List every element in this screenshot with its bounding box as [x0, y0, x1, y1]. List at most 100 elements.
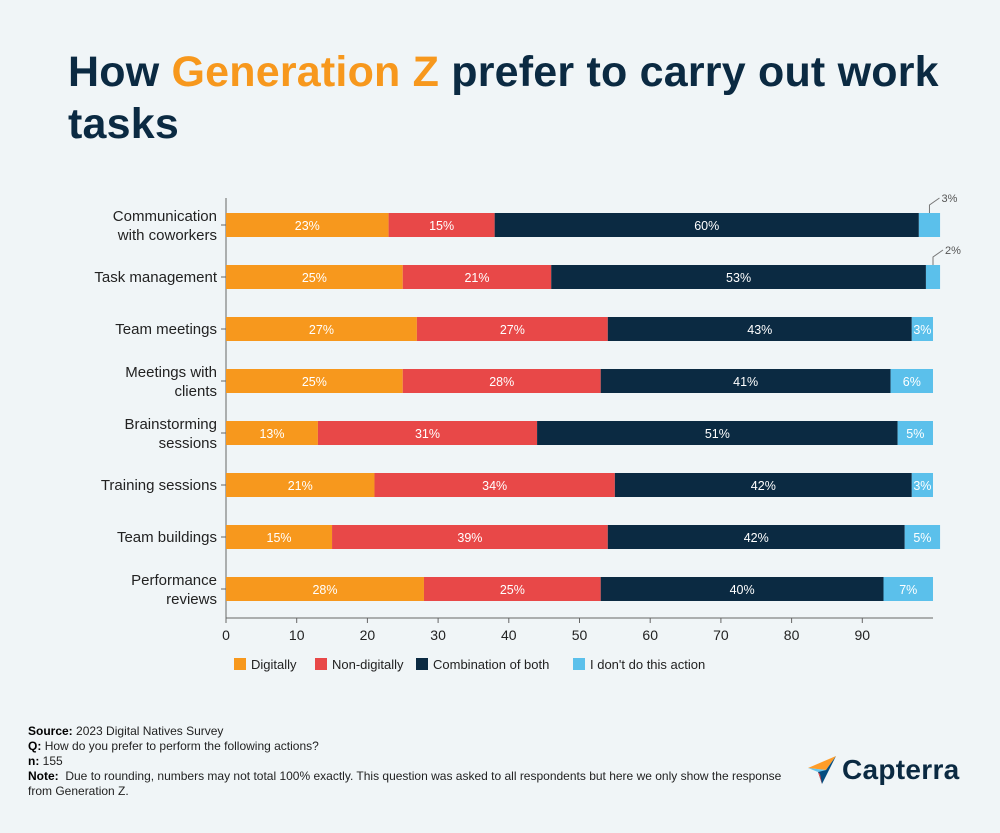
- bar-segment-digitally: [226, 525, 333, 549]
- category-label: Team meetings: [115, 321, 217, 338]
- bar-value-label: 27%: [500, 323, 525, 337]
- category-label-line: Performance: [131, 572, 217, 589]
- bar-segment-digitally: [226, 213, 389, 237]
- legend-swatch: [416, 658, 428, 670]
- category-label: Meetings with clients: [125, 364, 217, 400]
- bar-value-label: 13%: [259, 427, 284, 441]
- category-label-line: Task management: [94, 269, 217, 286]
- bar-segment-combination-of-both: [600, 577, 884, 601]
- title-suffix: prefer to carry out work tasks: [68, 48, 939, 148]
- x-tick-label: 80: [784, 627, 800, 643]
- title-prefix: How: [68, 48, 172, 96]
- legend-label: I don't do this action: [590, 657, 705, 672]
- bar-value-label: 28%: [489, 375, 514, 389]
- bar-segment-digitally: [226, 473, 375, 497]
- legend-label: Combination of both: [433, 657, 549, 672]
- x-tick-label: 0: [222, 627, 230, 643]
- category-label: Communication with coworkers: [113, 208, 217, 244]
- bar-segment-i-don-t-do-this-action: [897, 421, 933, 445]
- bar-segment-combination-of-both: [607, 525, 905, 549]
- bar-segment-non-digitally: [402, 265, 552, 289]
- legend-swatch: [234, 658, 246, 670]
- category-label-line: Communication: [113, 208, 217, 225]
- bar-value-label: 42%: [744, 531, 769, 545]
- bar-segment-digitally: [226, 577, 424, 601]
- bar-value-label: 31%: [415, 427, 440, 441]
- bar-segment-i-don-t-do-this-action: [925, 265, 941, 289]
- bar-value-label: 28%: [312, 583, 337, 597]
- bar-segment-i-don-t-do-this-action: [918, 213, 941, 237]
- bar-value-label: 25%: [302, 271, 327, 285]
- bar-value-callout: 3%: [941, 193, 957, 205]
- bar-value-label: 3%: [913, 323, 931, 337]
- bar-segment-digitally: [226, 317, 417, 341]
- note-label: Note:: [28, 769, 59, 783]
- bar-segment-non-digitally: [317, 421, 538, 445]
- bar-segment-combination-of-both: [537, 421, 898, 445]
- bar-value-label: 21%: [288, 479, 313, 493]
- x-tick-label: 10: [289, 627, 305, 643]
- bar-value-label: 41%: [733, 375, 758, 389]
- note-text: Due to rounding, numbers may not total 1…: [28, 769, 782, 798]
- category-label-line: reviews: [166, 591, 217, 608]
- category-label: Task management: [94, 269, 217, 286]
- category-label-line: Team buildings: [117, 529, 217, 546]
- bar-value-label: 15%: [429, 219, 454, 233]
- bar-value-label: 39%: [457, 531, 482, 545]
- sample-size-text: 155: [42, 754, 63, 768]
- sample-size-line: n: 155: [28, 754, 788, 769]
- x-tick-label: 70: [713, 627, 729, 643]
- bar-value-label: 6%: [903, 375, 921, 389]
- category-label-line: Meetings with: [125, 364, 217, 381]
- legend-swatch: [315, 658, 327, 670]
- category-label-line: Brainstorming: [124, 416, 217, 433]
- bar-value-label: 60%: [694, 219, 719, 233]
- bar-value-label: 40%: [730, 583, 755, 597]
- question-line: Q: How do you prefer to perform the foll…: [28, 739, 788, 754]
- bar-segment-digitally: [226, 421, 318, 445]
- bar-segment-non-digitally: [388, 213, 495, 237]
- legend-swatch: [573, 658, 585, 670]
- source-label: Source:: [28, 724, 73, 738]
- bar-segment-i-don-t-do-this-action: [911, 317, 933, 341]
- bar-segment-i-don-t-do-this-action: [911, 473, 933, 497]
- bar-segment-non-digitally: [374, 473, 615, 497]
- bar-segment-digitally: [226, 265, 403, 289]
- source-line: Source: 2023 Digital Natives Survey: [28, 724, 788, 739]
- capterra-logo: Capterra: [806, 752, 960, 788]
- category-label-line: Training sessions: [101, 477, 217, 494]
- logo-text: Capterra: [842, 754, 960, 785]
- bar-segment-i-don-t-do-this-action: [890, 369, 933, 393]
- category-label-line: sessions: [159, 435, 217, 452]
- chart-footer: Source: 2023 Digital Natives Survey Q: H…: [28, 724, 788, 799]
- bar-segment-combination-of-both: [551, 265, 926, 289]
- bar-value-label: 5%: [906, 427, 924, 441]
- callout-leader: [928, 197, 940, 213]
- stacked-bar-chart: 0 10 20 30 40 50 60 70 80 90 Communication with cow…: [94, 193, 961, 672]
- callout-leader: [932, 249, 944, 265]
- bar-segment-non-digitally: [416, 317, 608, 341]
- bar-value-label: 53%: [726, 271, 751, 285]
- x-tick-label: 90: [855, 627, 871, 643]
- bar-value-label: 7%: [899, 583, 917, 597]
- bar-value-label: 34%: [482, 479, 507, 493]
- bar-value-label: 23%: [295, 219, 320, 233]
- x-tick-label: 20: [360, 627, 376, 643]
- x-tick-label: 50: [572, 627, 588, 643]
- bar-segment-combination-of-both: [600, 369, 891, 393]
- bar-segment-non-digitally: [332, 525, 608, 549]
- capterra-arrow-icon: [808, 756, 836, 784]
- bar-segment-non-digitally: [402, 369, 601, 393]
- source-text: 2023 Digital Natives Survey: [76, 724, 224, 738]
- category-label-line: with coworkers: [117, 227, 217, 244]
- bar-value-label: 25%: [500, 583, 525, 597]
- bar-value-label: 43%: [747, 323, 772, 337]
- x-tick-label: 40: [501, 627, 517, 643]
- bar-value-label: 27%: [309, 323, 334, 337]
- category-label: Training sessions: [101, 477, 217, 494]
- legend-label: Digitally: [251, 657, 297, 672]
- category-label: Performance reviews: [131, 572, 217, 608]
- bar-segment-i-don-t-do-this-action: [904, 525, 941, 549]
- bar-value-label: 25%: [302, 375, 327, 389]
- bar-segment-i-don-t-do-this-action: [883, 577, 933, 601]
